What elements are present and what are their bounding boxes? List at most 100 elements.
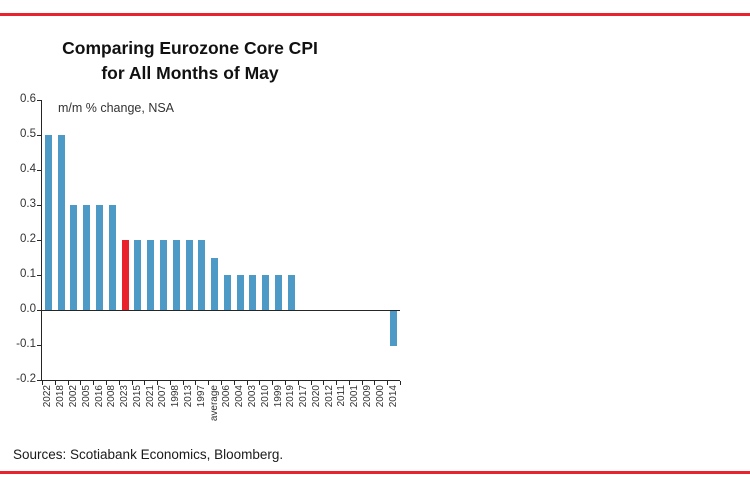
y-axis-tick — [37, 310, 42, 311]
x-axis-label-2002: 2002 — [67, 385, 79, 408]
y-axis-label: 0.3 — [20, 198, 36, 210]
bar-1997 — [198, 240, 206, 310]
x-axis-label-2014: 2014 — [387, 385, 399, 408]
x-axis-label-2022: 2022 — [42, 385, 54, 408]
chart-title-line1: Comparing Eurozone Core CPI — [62, 38, 318, 58]
bar-2013 — [185, 240, 193, 310]
y-axis-label: 0.1 — [20, 268, 36, 280]
x-axis-label-1998: 1998 — [170, 385, 182, 408]
x-axis-tick — [80, 381, 82, 385]
x-axis-label-average: average — [208, 385, 220, 422]
x-axis-tick — [259, 381, 261, 385]
bar-1999 — [275, 275, 283, 310]
x-axis-tick — [118, 381, 120, 385]
x-axis-label-2011: 2011 — [336, 385, 348, 407]
bar-2021 — [147, 240, 155, 310]
x-axis-label-2006: 2006 — [221, 385, 233, 408]
bar-2005 — [83, 205, 91, 310]
x-axis-tick — [272, 381, 274, 385]
x-axis-label-2013: 2013 — [183, 385, 195, 408]
x-axis-label-2004: 2004 — [234, 385, 246, 408]
y-axis-tick — [37, 170, 42, 171]
chart-title-line2: for All Months of May — [101, 63, 279, 84]
x-axis-tick — [361, 381, 363, 385]
x-axis-tick — [297, 381, 299, 385]
x-axis-label-1997: 1997 — [195, 385, 207, 408]
x-axis-tick — [387, 381, 389, 385]
x-axis-tick — [221, 381, 222, 385]
bar-2018 — [57, 135, 65, 310]
bar-2002 — [70, 205, 78, 310]
y-axis-label: 0.6 — [20, 93, 36, 105]
x-axis-label-2020: 2020 — [310, 385, 322, 408]
x-axis-line — [41, 380, 400, 381]
chart-title: Comparing Eurozone Core CPI for All Mont… — [0, 36, 380, 87]
x-axis-tick — [336, 381, 338, 385]
x-axis-label-2012: 2012 — [323, 385, 335, 408]
x-axis-tick — [374, 381, 376, 385]
bar-2019 — [287, 275, 295, 310]
x-axis-label-2001: 2001 — [349, 385, 361, 408]
x-axis-tick — [323, 381, 325, 385]
x-axis-label-2019: 2019 — [285, 385, 297, 408]
x-axis-tick — [42, 381, 43, 385]
x-axis-label-2010: 2010 — [259, 385, 271, 408]
x-axis-tick — [348, 381, 350, 385]
x-axis-tick — [105, 381, 107, 385]
x-axis-tick — [310, 381, 312, 385]
axis-units-label: m/m % change, NSA — [58, 101, 175, 115]
x-axis-tick — [182, 381, 184, 385]
bar-2003 — [249, 275, 257, 310]
sources-note: Sources: Scotiabank Economics, Bloomberg… — [13, 447, 284, 462]
x-axis-label-2003: 2003 — [246, 385, 258, 408]
x-axis-tick — [157, 381, 159, 385]
x-axis-label-1999: 1999 — [272, 385, 284, 408]
bottom-red-rule — [0, 471, 750, 474]
y-axis-label: 0.4 — [20, 163, 36, 175]
x-axis-tick — [246, 381, 248, 385]
x-axis-label-2009: 2009 — [362, 385, 374, 408]
bar-2023 — [121, 240, 129, 310]
x-axis-tick — [54, 381, 56, 385]
bar-2022 — [44, 135, 52, 310]
x-axis-label-2018: 2018 — [55, 385, 67, 408]
x-axis-tick — [169, 381, 171, 385]
bar-2007 — [159, 240, 167, 310]
y-axis-tick — [37, 135, 42, 136]
x-axis-tick — [400, 381, 401, 385]
bar-2016 — [96, 205, 104, 310]
y-axis-tick — [37, 100, 42, 101]
x-axis-tick — [208, 381, 210, 385]
x-axis-label-2021: 2021 — [144, 385, 156, 408]
x-axis-label-2017: 2017 — [298, 385, 310, 408]
plot-area: m/m % change, NSA — [42, 100, 400, 380]
x-axis-tick — [93, 381, 95, 385]
cpi-bar-chart: m/m % change, NSA 0.6 0.5 0.4 0.3 0.2 0.1 0.0 -… — [0, 93, 470, 450]
y-axis-label: -0.2 — [16, 373, 36, 385]
bar-2014 — [390, 311, 398, 346]
y-axis-label: -0.1 — [16, 338, 36, 350]
y-axis-tick — [37, 205, 42, 206]
y-axis-label: 0.0 — [20, 303, 36, 315]
y-axis-tick — [37, 345, 42, 346]
bar-1998 — [172, 240, 180, 310]
x-axis-label-2000: 2000 — [374, 385, 386, 408]
bar-2015 — [134, 240, 142, 310]
x-axis-tick — [67, 381, 69, 385]
y-axis-label: 0.5 — [20, 128, 36, 140]
bar-2006 — [223, 275, 231, 310]
y-axis-label: 0.2 — [20, 233, 36, 245]
y-axis-tick — [37, 380, 42, 381]
x-axis-tick — [284, 381, 286, 385]
x-axis-tick — [195, 381, 197, 385]
x-axis-tick — [131, 381, 133, 385]
x-axis-label-2023: 2023 — [119, 385, 131, 408]
x-axis-tick — [233, 381, 235, 385]
x-axis-label-2016: 2016 — [93, 385, 105, 408]
x-axis-label-2005: 2005 — [80, 385, 92, 408]
bar-average — [211, 257, 219, 310]
x-axis-label-2015: 2015 — [131, 385, 143, 408]
bar-2008 — [108, 205, 116, 310]
y-axis-tick — [37, 240, 42, 241]
